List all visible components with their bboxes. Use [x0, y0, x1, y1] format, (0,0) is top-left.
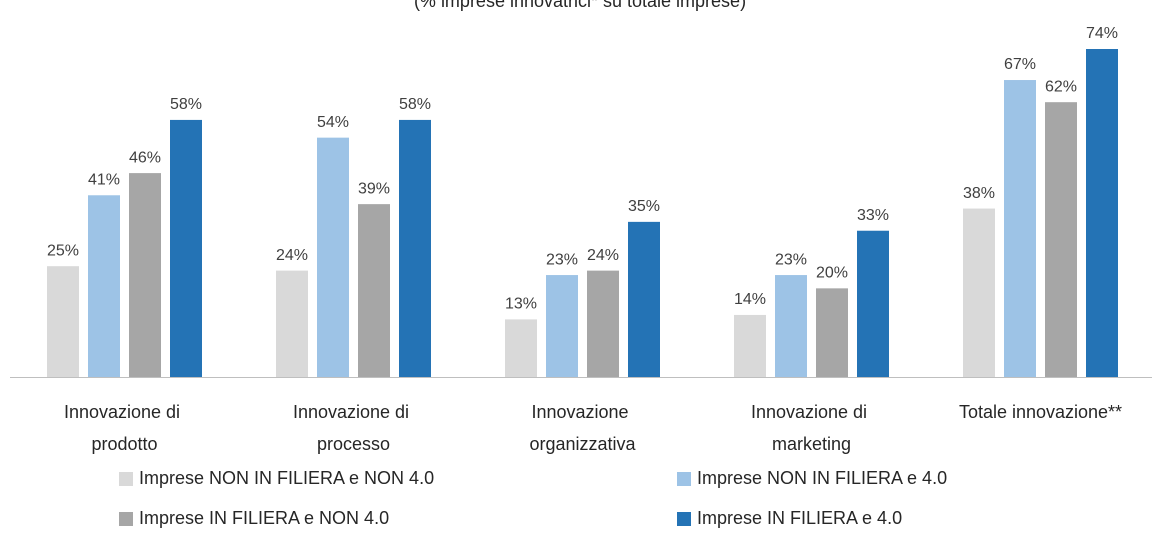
value-label: 13% — [505, 296, 537, 313]
bar — [1086, 49, 1118, 377]
legend-label: Imprese NON IN FILIERA e NON 4.0 — [139, 468, 434, 488]
bar — [170, 119, 202, 378]
x-tick-label-line: marketing — [772, 434, 851, 454]
bar — [358, 204, 390, 377]
value-label: 23% — [775, 251, 807, 268]
bar — [317, 137, 349, 377]
bar — [963, 208, 995, 377]
bar — [775, 275, 807, 377]
legend-label: Imprese IN FILIERA e 4.0 — [697, 508, 902, 528]
value-label: 74% — [1086, 25, 1118, 42]
bar — [587, 270, 619, 377]
value-label: 41% — [88, 171, 120, 188]
value-label: 24% — [587, 247, 619, 264]
x-tick-label-line: Innovazione di — [751, 402, 872, 422]
value-label: 62% — [1045, 78, 1077, 95]
x-tick-label: Innovazione organizzativa — [529, 402, 636, 454]
bar — [276, 270, 308, 377]
bar — [857, 230, 889, 377]
bar — [1045, 102, 1077, 378]
value-label: 58% — [170, 96, 202, 113]
bar — [734, 314, 766, 377]
legend-swatch — [677, 472, 691, 486]
legend-label: Imprese IN FILIERA e NON 4.0 — [139, 508, 389, 528]
x-tick-label-line: Innovazione — [531, 402, 633, 422]
x-tick-label: Innovazione di prodotto — [64, 402, 185, 454]
legend-swatch — [677, 512, 691, 526]
bar — [399, 119, 431, 378]
bar — [88, 195, 120, 377]
value-label: 24% — [276, 247, 308, 264]
legend-swatch — [119, 512, 133, 526]
value-label: 54% — [317, 114, 349, 131]
x-tick-label: Innovazione di marketing — [751, 402, 872, 454]
bar — [505, 319, 537, 377]
chart-subtitle: (% imprese innovatrici* su totale impres… — [414, 0, 746, 11]
bar — [129, 173, 161, 377]
value-label: 58% — [399, 96, 431, 113]
legend-label: Imprese NON IN FILIERA e 4.0 — [697, 468, 947, 488]
value-label: 38% — [963, 185, 995, 202]
legend-swatch — [119, 472, 133, 486]
x-tick-label-line: processo — [317, 434, 390, 454]
bar — [47, 266, 79, 377]
x-tick-label-line: Innovazione di — [64, 402, 185, 422]
bar — [546, 275, 578, 377]
x-tick-label: Totale innovazione** — [959, 402, 1122, 422]
bar — [1004, 80, 1036, 377]
x-tick-label: Innovazione di processo — [293, 402, 414, 454]
value-label: 46% — [129, 149, 161, 166]
value-label: 23% — [546, 251, 578, 268]
value-label: 14% — [734, 291, 766, 308]
value-label: 20% — [816, 265, 848, 282]
x-tick-label-line: organizzativa — [529, 434, 636, 454]
value-label: 25% — [47, 242, 79, 259]
bar — [816, 288, 848, 377]
value-label: 67% — [1004, 56, 1036, 73]
x-tick-label-line: prodotto — [91, 434, 157, 454]
value-label: 39% — [358, 180, 390, 197]
x-tick-label-line: Innovazione di — [293, 402, 414, 422]
bar — [628, 221, 660, 377]
value-label: 35% — [628, 198, 660, 215]
value-label: 33% — [857, 207, 889, 224]
